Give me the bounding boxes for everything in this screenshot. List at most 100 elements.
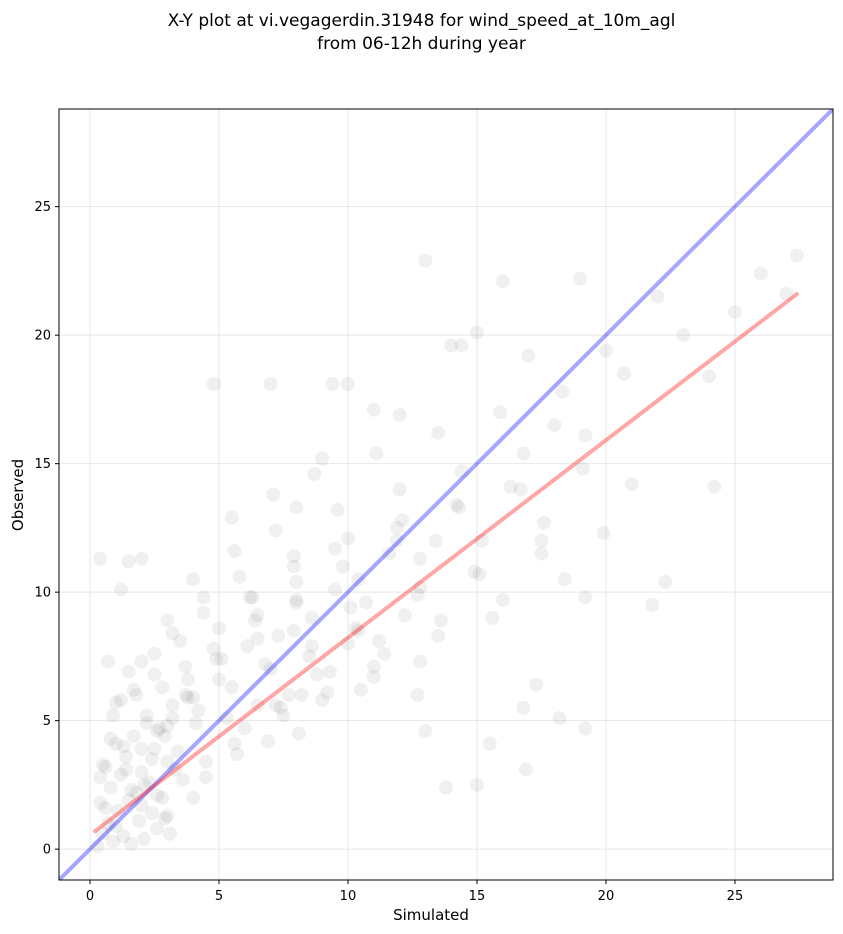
data-point-0-127 xyxy=(467,564,482,579)
data-point-0-51 xyxy=(106,708,121,723)
data-point-0-0 xyxy=(90,839,105,854)
data-point-0-110 xyxy=(160,613,175,628)
data-point-0-79 xyxy=(224,680,239,695)
data-point-0-142 xyxy=(433,613,448,628)
data-point-0-46 xyxy=(175,772,190,787)
data-point-0-27 xyxy=(160,754,175,769)
data-point-0-69 xyxy=(291,726,306,741)
data-point-0-35 xyxy=(119,762,134,777)
data-point-0-210 xyxy=(516,700,531,715)
data-point-0-18 xyxy=(137,831,152,846)
data-point-0-179 xyxy=(495,274,510,289)
data-point-0-125 xyxy=(431,628,446,643)
data-point-0-72 xyxy=(134,741,149,756)
data-point-0-168 xyxy=(596,526,611,541)
data-point-0-30 xyxy=(93,770,108,785)
data-point-0-162 xyxy=(472,567,487,582)
y-tick-label-1: 5 xyxy=(43,714,51,729)
data-point-0-129 xyxy=(503,479,518,494)
data-point-0-38 xyxy=(134,798,149,813)
data-point-0-148 xyxy=(557,572,572,587)
data-point-0-56 xyxy=(157,729,172,744)
data-point-0-151 xyxy=(245,590,260,605)
data-point-0-34 xyxy=(113,693,128,708)
data-point-0-83 xyxy=(276,708,291,723)
data-point-0-103 xyxy=(335,559,350,574)
data-point-0-126 xyxy=(449,497,464,512)
data-point-0-161 xyxy=(451,500,466,515)
data-point-0-65 xyxy=(250,698,265,713)
data-point-0-207 xyxy=(294,687,309,702)
x-tick-label-1: 5 xyxy=(215,889,223,904)
data-point-0-116 xyxy=(268,698,283,713)
data-point-0-89 xyxy=(353,682,368,697)
data-point-0-62 xyxy=(219,711,234,726)
data-point-0-176 xyxy=(418,253,433,268)
data-point-0-52 xyxy=(116,739,131,754)
data-point-0-23 xyxy=(150,821,165,836)
x-axis-label: Simulated xyxy=(393,906,469,924)
data-point-0-141 xyxy=(413,551,428,566)
data-point-0-140 xyxy=(392,482,407,497)
data-point-0-205 xyxy=(206,376,221,391)
data-point-0-57 xyxy=(168,762,183,777)
data-points xyxy=(90,248,804,854)
data-point-0-155 xyxy=(328,541,343,556)
data-point-0-5 xyxy=(103,780,118,795)
data-point-0-154 xyxy=(307,466,322,481)
data-point-0-218 xyxy=(454,338,469,353)
data-point-0-74 xyxy=(160,718,175,733)
data-point-0-150 xyxy=(224,510,239,525)
data-point-0-115 xyxy=(250,631,265,646)
data-point-0-94 xyxy=(196,605,211,620)
data-point-0-21 xyxy=(144,806,159,821)
data-point-0-198 xyxy=(418,723,433,738)
data-point-0-197 xyxy=(482,736,497,751)
data-point-0-15 xyxy=(129,785,144,800)
data-point-0-8 xyxy=(111,803,126,818)
data-point-0-67 xyxy=(271,628,286,643)
data-point-0-71 xyxy=(121,664,136,679)
data-point-0-211 xyxy=(552,711,567,726)
data-point-0-4 xyxy=(101,816,116,831)
data-point-0-7 xyxy=(108,736,123,751)
x-tick-label-3: 15 xyxy=(469,889,486,904)
data-point-0-188 xyxy=(727,305,742,320)
data-point-0-195 xyxy=(578,590,593,605)
data-point-0-33 xyxy=(108,819,123,834)
data-point-0-50 xyxy=(95,757,110,772)
data-point-0-39 xyxy=(139,716,154,731)
data-point-0-87 xyxy=(328,582,343,597)
data-point-0-86 xyxy=(315,693,330,708)
data-point-0-81 xyxy=(250,608,265,623)
data-point-0-121 xyxy=(359,595,374,610)
data-point-0-114 xyxy=(232,569,247,584)
data-point-0-182 xyxy=(573,271,588,286)
data-point-0-124 xyxy=(413,580,428,595)
data-point-0-152 xyxy=(266,487,281,502)
data-point-0-97 xyxy=(242,590,257,605)
data-point-0-149 xyxy=(578,428,593,443)
data-point-0-14 xyxy=(126,729,141,744)
x-tick-label-0: 0 xyxy=(86,889,94,904)
data-point-0-118 xyxy=(304,610,319,625)
data-point-0-102 xyxy=(320,685,335,700)
data-point-0-95 xyxy=(211,672,226,687)
data-point-0-100 xyxy=(289,574,304,589)
data-point-0-133 xyxy=(248,613,263,628)
data-point-0-109 xyxy=(428,533,443,548)
data-point-0-159 xyxy=(410,587,425,602)
data-point-0-10 xyxy=(116,829,131,844)
data-point-0-99 xyxy=(273,700,288,715)
data-point-0-213 xyxy=(518,762,533,777)
data-point-0-78 xyxy=(211,621,226,636)
data-point-0-190 xyxy=(779,287,794,302)
data-point-0-201 xyxy=(113,582,128,597)
data-point-0-160 xyxy=(431,425,446,440)
data-point-0-41 xyxy=(150,788,165,803)
data-point-0-172 xyxy=(315,451,330,466)
data-point-0-175 xyxy=(392,407,407,422)
data-point-0-117 xyxy=(286,549,301,564)
data-point-0-60 xyxy=(199,770,214,785)
data-point-0-206 xyxy=(286,623,301,638)
